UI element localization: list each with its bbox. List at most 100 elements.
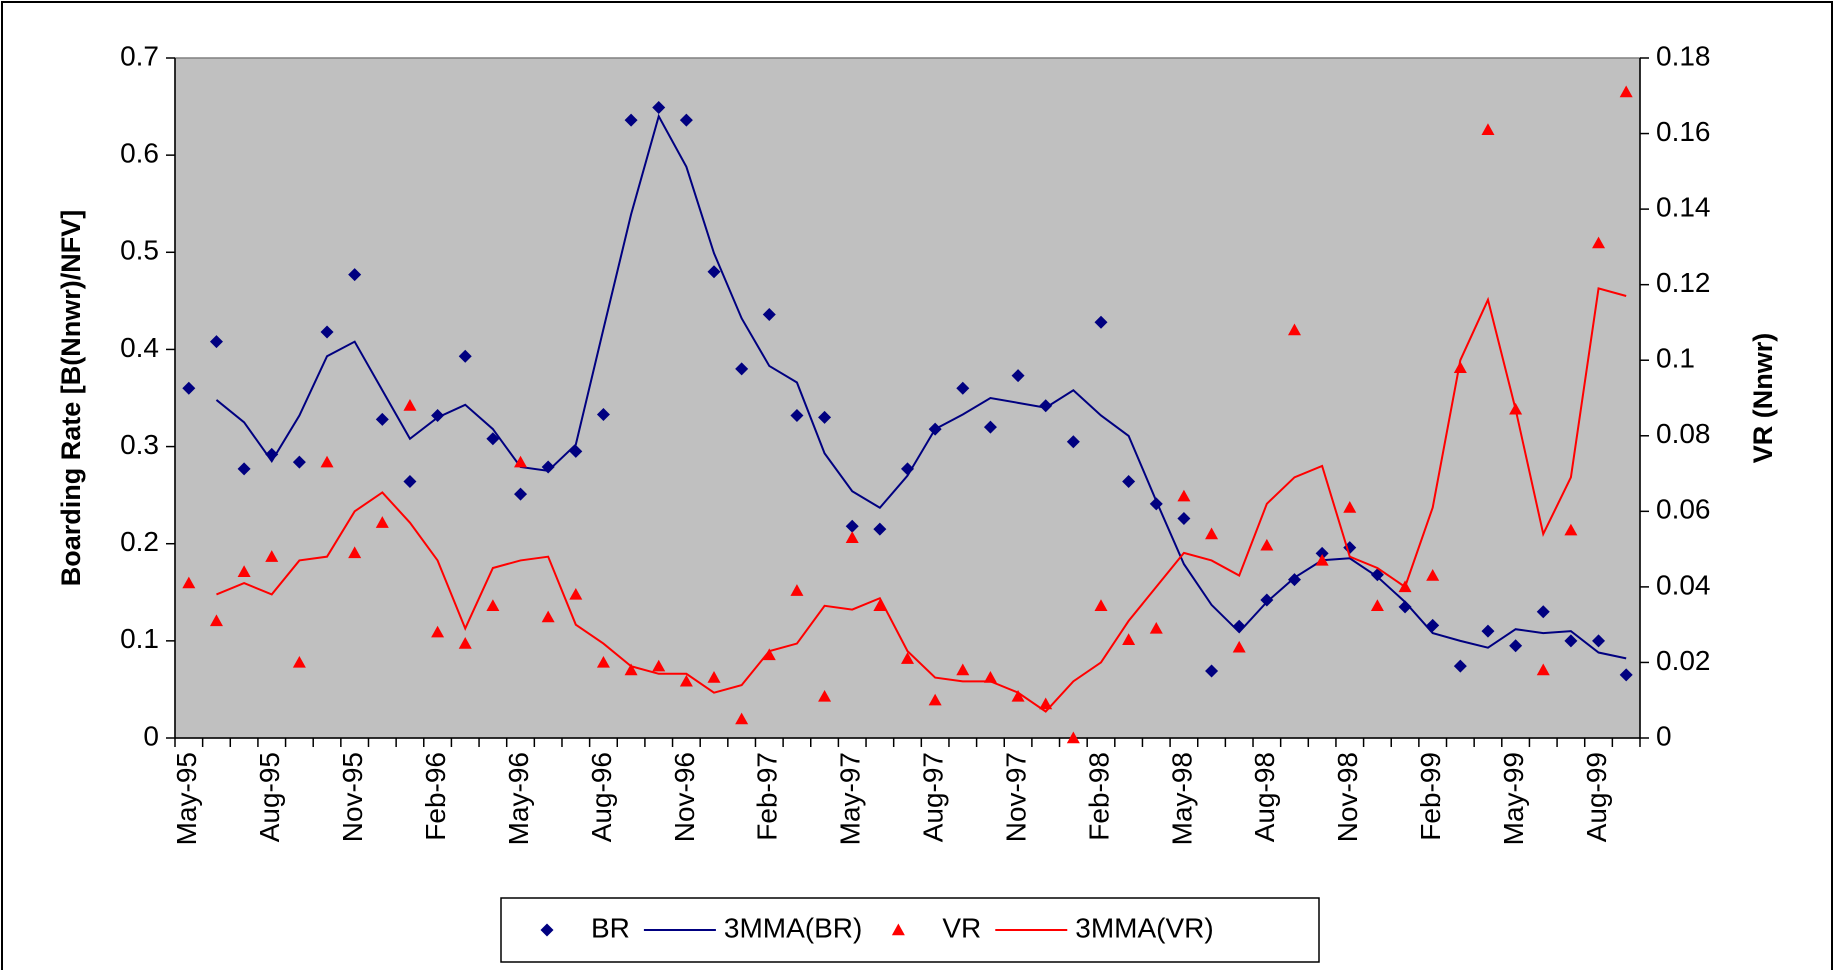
data-point: [652, 101, 666, 115]
x-tick-label: Feb-97: [752, 752, 783, 841]
data-point: [1536, 663, 1550, 676]
y2-tick-label: 0.18: [1656, 40, 1711, 71]
data-point: [348, 546, 362, 559]
data-point: [790, 408, 804, 422]
data-point: [541, 610, 555, 623]
y-tick-label: 0.1: [120, 623, 159, 654]
y2-tick-label: 0.16: [1656, 116, 1711, 147]
data-point: [1260, 538, 1274, 551]
x-tick-label: Aug-98: [1249, 752, 1280, 842]
x-tick-label: Nov-95: [337, 752, 368, 842]
x-tick-label: May-97: [835, 752, 866, 845]
data-point: [1564, 634, 1578, 648]
y-tick-label: 0.3: [120, 429, 159, 460]
y-axis-title: Boarding Rate [B(Nnwr)/NFV]: [56, 210, 86, 586]
data-point: [1094, 315, 1108, 329]
data-point: [762, 648, 776, 661]
series-line: [216, 287, 1627, 713]
data-point: [1094, 599, 1108, 611]
data-point: [1205, 527, 1219, 540]
plot-area: [174, 57, 1641, 739]
data-point: [486, 599, 500, 611]
data-point: [403, 399, 417, 411]
data-point: [873, 522, 887, 536]
data-point: [1370, 568, 1384, 582]
y2-tick-label: 0.08: [1656, 418, 1711, 449]
data-point: [735, 712, 749, 725]
data-point: [845, 519, 859, 533]
x-tick-label: Feb-98: [1083, 752, 1114, 841]
data-point: [1481, 624, 1495, 638]
x-tick-label: Nov-98: [1332, 752, 1363, 842]
data-point: [209, 614, 223, 627]
data-point: [182, 576, 196, 589]
data-point: [458, 349, 472, 363]
data-point: [1592, 236, 1606, 249]
data-point: [1011, 689, 1025, 702]
data-point: [1232, 640, 1246, 653]
data-point: [901, 652, 914, 664]
data-point: [375, 412, 389, 426]
y-tick-label: 0: [143, 720, 159, 751]
y2-tick-label: 0.1: [1656, 343, 1695, 374]
data-point: [514, 455, 528, 468]
data-point: [292, 455, 306, 469]
data-point: [1619, 85, 1633, 98]
y2-axis-title: VR (Nnwr): [1748, 333, 1778, 464]
data-point: [1260, 593, 1274, 607]
data-point: [320, 325, 334, 339]
data-point: [1177, 511, 1191, 525]
data-point: [762, 307, 776, 321]
data-point: [1343, 501, 1357, 513]
data-point: [652, 659, 666, 672]
data-point: [624, 663, 638, 676]
data-point: [1453, 659, 1467, 673]
data-point: [956, 381, 970, 395]
data-point: [458, 637, 472, 649]
y-tick-label: 0.4: [120, 332, 159, 363]
data-point: [983, 420, 997, 434]
data-point: [596, 655, 610, 668]
y-tick-label: 0.7: [120, 40, 159, 71]
data-point: [1066, 435, 1080, 449]
y2-tick-label: 0.06: [1656, 494, 1711, 525]
y2-tick-label: 0.04: [1656, 569, 1711, 600]
data-point: [1011, 369, 1025, 383]
y-tick-label: 0.2: [120, 526, 159, 557]
data-point: [790, 584, 804, 596]
data-point: [514, 487, 528, 501]
legend-label: VR: [942, 912, 981, 943]
data-point: [431, 625, 445, 638]
data-point: [956, 663, 970, 676]
data-point: [735, 362, 749, 376]
data-point: [679, 113, 693, 127]
x-tick-label: May-96: [503, 752, 534, 845]
data-point: [375, 516, 389, 528]
y2-tick-label: 0.14: [1656, 192, 1711, 223]
data-point: [265, 550, 279, 562]
x-tick-label: May-98: [1166, 752, 1197, 845]
legend-swatch: [540, 923, 554, 937]
y2-tick-label: 0: [1656, 720, 1672, 751]
data-point: [237, 462, 251, 476]
legend-swatch: [891, 923, 905, 936]
y-tick-label: 0.6: [120, 138, 159, 169]
data-point: [624, 113, 638, 127]
data-point: [845, 531, 859, 543]
x-tick-label: Aug-95: [254, 752, 285, 842]
y-tick-label: 0.5: [120, 235, 159, 266]
data-point: [707, 265, 721, 279]
data-point: [1039, 399, 1053, 413]
data-point: [1315, 546, 1329, 560]
data-point: [182, 381, 196, 395]
data-point: [209, 335, 223, 349]
legend-label: BR: [591, 912, 630, 943]
data-point: [679, 674, 693, 687]
x-tick-label: May-99: [1498, 752, 1529, 845]
data-point: [348, 268, 362, 282]
x-tick-label: Aug-97: [918, 752, 949, 842]
data-point: [1509, 639, 1523, 653]
x-tick-label: May-95: [171, 752, 202, 845]
data-point: [1536, 605, 1550, 619]
